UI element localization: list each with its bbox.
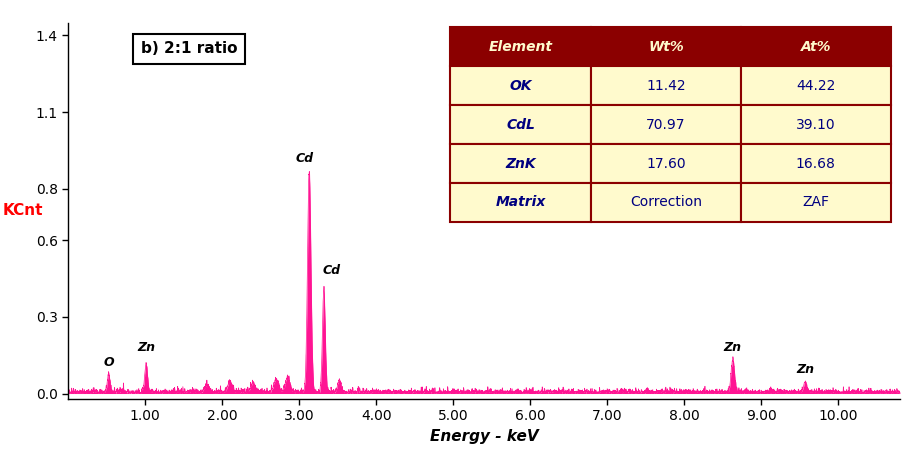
Text: 17.60: 17.60: [646, 157, 685, 170]
Text: At%: At%: [801, 40, 831, 53]
Bar: [450, 105, 591, 144]
Text: OK: OK: [509, 79, 532, 92]
Text: 11.42: 11.42: [646, 79, 685, 92]
Bar: [450, 183, 591, 222]
Bar: [741, 144, 891, 183]
Text: Zn: Zn: [796, 362, 814, 376]
Text: Zn: Zn: [724, 341, 742, 354]
Bar: [591, 144, 741, 183]
Bar: [591, 183, 741, 222]
Text: ZnK: ZnK: [505, 157, 535, 170]
Text: KCnt: KCnt: [2, 203, 43, 218]
Text: b) 2:1 ratio: b) 2:1 ratio: [141, 42, 237, 57]
Text: 44.22: 44.22: [796, 79, 835, 92]
Bar: [450, 144, 591, 183]
Bar: [741, 27, 891, 66]
Bar: [591, 66, 741, 105]
Text: ZAF: ZAF: [803, 196, 829, 209]
Text: Wt%: Wt%: [648, 40, 684, 53]
Bar: [591, 105, 741, 144]
Text: 39.10: 39.10: [796, 118, 835, 131]
X-axis label: Energy - keV: Energy - keV: [430, 429, 538, 443]
Text: Matrix: Matrix: [495, 196, 545, 209]
Text: Cd: Cd: [295, 152, 314, 164]
Bar: [741, 183, 891, 222]
Bar: [741, 66, 891, 105]
Text: Correction: Correction: [630, 196, 702, 209]
Text: CdL: CdL: [506, 118, 534, 131]
Bar: [591, 27, 741, 66]
Text: Zn: Zn: [137, 341, 155, 354]
Text: Cd: Cd: [323, 264, 341, 277]
Text: O: O: [104, 356, 114, 369]
Bar: [741, 105, 891, 144]
Text: 70.97: 70.97: [646, 118, 685, 131]
Bar: [450, 27, 591, 66]
Text: Element: Element: [488, 40, 553, 53]
Bar: [450, 66, 591, 105]
Text: 16.68: 16.68: [796, 157, 835, 170]
